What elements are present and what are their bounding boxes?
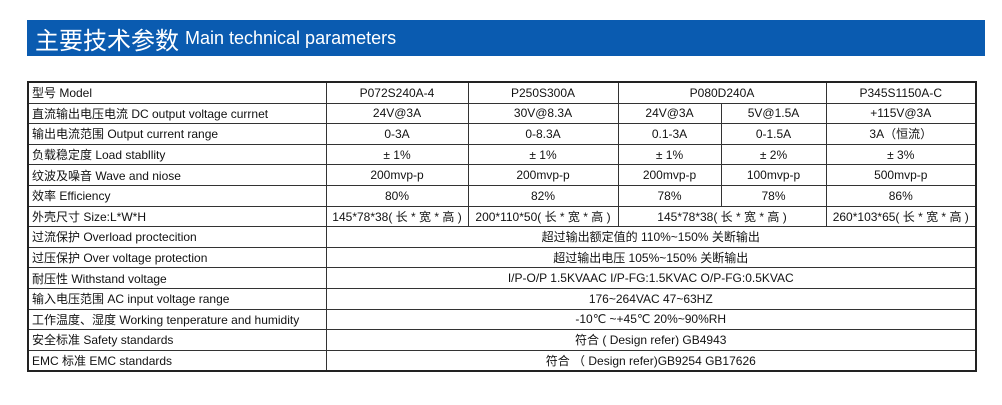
row-label: 输入电压范围 AC input voltage range bbox=[27, 287, 327, 310]
cell: 3A（恒流） bbox=[825, 123, 977, 145]
cell: 260*103*65( 长 * 宽 * 高 ) bbox=[825, 205, 977, 228]
cell: P345S1150A-C bbox=[825, 81, 977, 104]
cell: 0-3A bbox=[325, 123, 469, 145]
title-cn: 主要技术参数 bbox=[35, 27, 179, 55]
cell: 符合 ( Design refer) GB4943 bbox=[325, 329, 977, 351]
row-label: 型号 Model bbox=[27, 81, 327, 104]
row-label: 直流输出电压电流 DC output voltage currnet bbox=[27, 102, 327, 125]
row-label: 过压保护 Over voltage protection bbox=[27, 246, 327, 269]
section-header: 主要技术参数 Main technical parameters bbox=[27, 20, 985, 56]
table-row-dc-output: 直流输出电压电流 DC output voltage currnet 24V@3… bbox=[27, 102, 977, 125]
cell: 80% bbox=[325, 184, 469, 207]
cell: 200*110*50( 长 * 宽 * 高 ) bbox=[467, 205, 619, 228]
cell: 符合 （ Design refer)GB9254 GB17626 bbox=[325, 349, 977, 372]
cell: ± 2% bbox=[720, 143, 827, 166]
row-label: 外壳尺寸 Size:L*W*H bbox=[27, 205, 327, 228]
cell: P080D240A bbox=[617, 81, 827, 104]
table-row-emc: EMC 标准 EMC standards 符合 （ Design refer)G… bbox=[27, 349, 977, 372]
cell: 82% bbox=[467, 184, 619, 207]
cell: 100mvp-p bbox=[720, 164, 827, 186]
cell: ± 1% bbox=[617, 143, 722, 166]
cell: I/P-O/P 1.5KVAAC I/P-FG:1.5KVAC O/P-FG:0… bbox=[325, 267, 977, 289]
cell: 30V@8.3A bbox=[467, 102, 619, 125]
row-label: 输出电流范围 Output current range bbox=[27, 123, 327, 145]
row-label: 耐压性 Withstand voltage bbox=[27, 267, 327, 289]
table-row-overload: 过流保护 Overload proctecition 超过输出额定值的 110%… bbox=[27, 226, 977, 248]
cell: 24V@3A bbox=[325, 102, 469, 125]
table-row-current-range: 输出电流范围 Output current range 0-3A 0-8.3A … bbox=[27, 123, 977, 145]
row-label: 纹波及噪音 Wave and niose bbox=[27, 164, 327, 186]
cell: P072S240A-4 bbox=[325, 81, 469, 104]
cell: 0-8.3A bbox=[467, 123, 619, 145]
table-row-ripple: 纹波及噪音 Wave and niose 200mvp-p 200mvp-p 2… bbox=[27, 164, 977, 186]
row-label: 工作温度、湿度 Working tenperature and humidity bbox=[27, 308, 327, 331]
parameters-table: 型号 Model P072S240A-4 P250S300A P080D240A… bbox=[27, 81, 977, 373]
table-row-load-stability: 负载稳定度 Load stabllity ± 1% ± 1% ± 1% ± 2%… bbox=[27, 143, 977, 166]
table-row-temperature: 工作温度、湿度 Working tenperature and humidity… bbox=[27, 308, 977, 331]
table-row-withstand: 耐压性 Withstand voltage I/P-O/P 1.5KVAAC I… bbox=[27, 267, 977, 289]
row-label: 过流保护 Overload proctecition bbox=[27, 226, 327, 248]
cell: 0.1-3A bbox=[617, 123, 722, 145]
cell: 145*78*38( 长 * 宽 * 高 ) bbox=[617, 205, 827, 228]
cell: 200mvp-p bbox=[467, 164, 619, 186]
cell: 86% bbox=[825, 184, 977, 207]
cell: 500mvp-p bbox=[825, 164, 977, 186]
cell: 5V@1.5A bbox=[720, 102, 827, 125]
cell: P250S300A bbox=[467, 81, 619, 104]
title-en: Main technical parameters bbox=[185, 27, 397, 48]
table-row-model: 型号 Model P072S240A-4 P250S300A P080D240A… bbox=[27, 81, 977, 104]
cell: ± 1% bbox=[467, 143, 619, 166]
table-row-safety: 安全标准 Safety standards 符合 ( Design refer)… bbox=[27, 329, 977, 351]
row-label: EMC 标准 EMC standards bbox=[27, 349, 327, 372]
row-label: 安全标准 Safety standards bbox=[27, 329, 327, 351]
cell: 超过输出额定值的 110%~150% 关断输出 bbox=[325, 226, 977, 248]
cell: 145*78*38( 长 * 宽 * 高 ) bbox=[325, 205, 469, 228]
cell: 超过输出电压 105%~150% 关断输出 bbox=[325, 246, 977, 269]
cell: ± 3% bbox=[825, 143, 977, 166]
cell: 0-1.5A bbox=[720, 123, 827, 145]
table-row-input-range: 输入电压范围 AC input voltage range 176~264VAC… bbox=[27, 287, 977, 310]
cell: ± 1% bbox=[325, 143, 469, 166]
table-row-efficiency: 效率 Efficiency 80% 82% 78% 78% 86% bbox=[27, 184, 977, 207]
cell: 200mvp-p bbox=[617, 164, 722, 186]
cell: -10℃ ~+45℃ 20%~90%RH bbox=[325, 308, 977, 331]
table-row-size: 外壳尺寸 Size:L*W*H 145*78*38( 长 * 宽 * 高 ) 2… bbox=[27, 205, 977, 228]
cell: 78% bbox=[720, 184, 827, 207]
cell: 78% bbox=[617, 184, 722, 207]
table-row-overvoltage: 过压保护 Over voltage protection 超过输出电压 105%… bbox=[27, 246, 977, 269]
row-label: 负载稳定度 Load stabllity bbox=[27, 143, 327, 166]
row-label: 效率 Efficiency bbox=[27, 184, 327, 207]
cell: 176~264VAC 47~63HZ bbox=[325, 287, 977, 310]
cell: 200mvp-p bbox=[325, 164, 469, 186]
cell: +115V@3A bbox=[825, 102, 977, 125]
cell: 24V@3A bbox=[617, 102, 722, 125]
